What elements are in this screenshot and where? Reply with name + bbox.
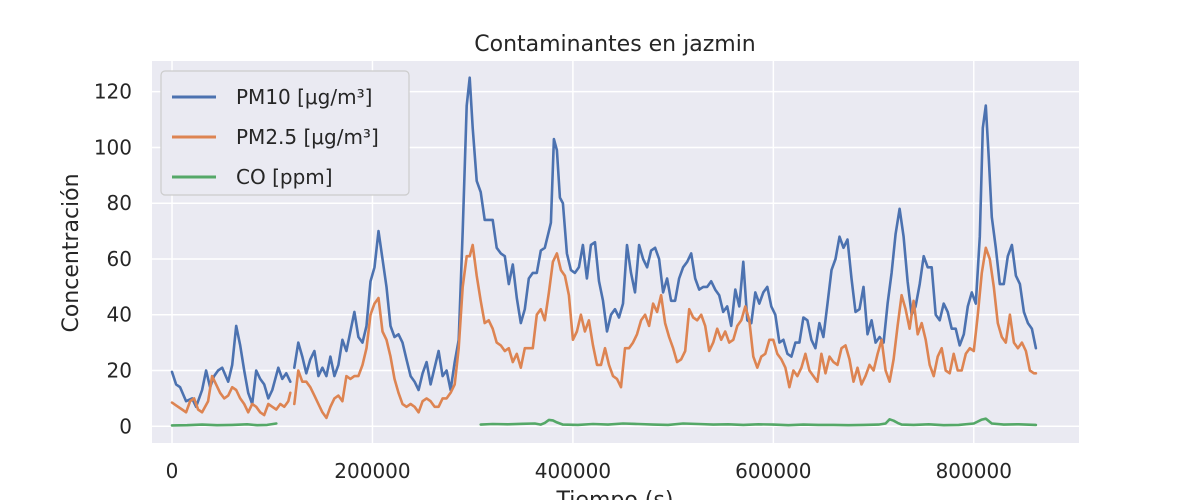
- series-line-1: [170, 374, 292, 417]
- series-line-1: [292, 243, 1038, 420]
- series-line-2: [479, 417, 1038, 427]
- series-line-0: [170, 324, 292, 409]
- x-tick-labels: 0 200000 400000 600000 800000: [166, 459, 1012, 483]
- x-tick-label: 800000: [936, 459, 1012, 483]
- legend-label-0: PM10 [μg/m³]: [236, 85, 372, 109]
- legend: PM10 [μg/m³] PM2.5 [μg/m³] CO [ppm]: [160, 70, 410, 196]
- y-tick-label: 120: [94, 80, 132, 104]
- series-lines: [170, 76, 1038, 427]
- y-tick-label: 0: [119, 414, 132, 438]
- x-tick-label: 600000: [735, 459, 811, 483]
- legend-box: [160, 70, 410, 196]
- y-tick-label: 20: [107, 359, 132, 383]
- x-axis-label: Tiempo (s): [556, 488, 674, 500]
- y-tick-label: 40: [107, 303, 132, 327]
- x-tick-label: 400000: [535, 459, 611, 483]
- chart-title: Contaminantes en jazmin: [474, 32, 756, 57]
- y-axis-label: Concentración: [59, 173, 84, 332]
- x-tick-label: 0: [166, 459, 179, 483]
- legend-label-2: CO [ppm]: [236, 165, 333, 189]
- x-tick-label: 200000: [334, 459, 410, 483]
- series-line-2: [170, 422, 278, 427]
- y-tick-label: 60: [107, 247, 132, 271]
- y-tick-label: 100: [94, 135, 132, 159]
- y-tick-label: 80: [107, 191, 132, 215]
- y-tick-labels: 0 20 40 60 80 100 120: [94, 80, 132, 439]
- legend-label-1: PM2.5 [μg/m³]: [236, 125, 379, 149]
